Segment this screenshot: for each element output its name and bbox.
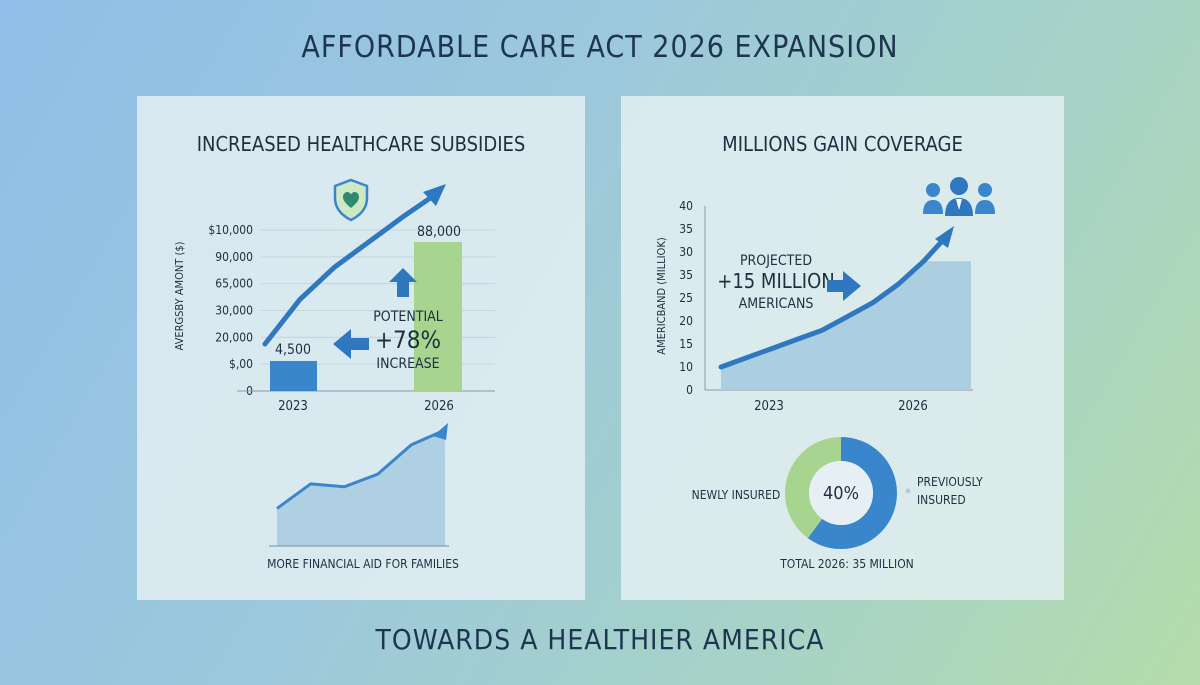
x-tick-2026: 2026 [424,399,454,414]
y-tick-label: 90,000 [215,250,253,264]
subsidies-panel: INCREASED HEALTHCARE SUBSIDIES AVERGSBY … [137,96,585,600]
x-tick-2023: 2023 [278,399,308,414]
subsidies-annotation-line3: INCREASE [376,356,439,372]
y-tick-label: 25 [679,291,693,305]
coverage-panel-title: MILLIONS GAIN COVERAGE [722,132,963,156]
y-tick-label: $,00 [229,357,253,371]
subsidies-trend-arrowhead [423,184,446,206]
bar-2023 [270,361,317,391]
donut-slice [785,437,897,549]
mini-area-arrowhead [433,423,448,440]
page-title: AFFORDABLE CARE ACT 2026 EXPANSION [301,30,899,65]
subsidies-panel-title: INCREASED HEALTHCARE SUBSIDIES [196,132,526,156]
y-tick-label: 20,000 [215,330,253,344]
people-group-icon [923,177,995,216]
coverage-area-fill [721,261,971,390]
y-tick-label: 30,000 [215,304,253,318]
coverage-y-ticks: 0 10 15 20 25 35 30 35 40 [679,199,693,397]
coverage-annotation-line2: +15 MILLION [717,269,834,293]
donut-label-previously-insured-line1: PREVIOUSLY [917,475,983,489]
y-tick-label: 30 [679,245,693,259]
bar-2026-data-label: 88,000 [417,224,461,240]
coverage-y-axis-label: AMERICBAND (MILLIOK) [655,237,668,355]
y-tick-label: 65,000 [215,277,253,291]
y-tick-label: 40 [679,199,693,213]
y-tick-label: 15 [679,337,693,351]
mini-area-fill [277,430,445,546]
y-tick-label: 35 [679,268,693,282]
y-tick-label: 10 [679,360,693,374]
coverage-chart-svg: AMERICBAND (MILLIOK) 0 10 15 20 25 35 30 35 40 2… [655,177,995,571]
subsidies-trend-line [262,189,442,347]
coverage-trend-line [718,231,952,370]
donut-label-newly-insured: NEWLY INSURED [692,488,781,502]
arrow-right-icon [827,271,861,301]
donut-hole [809,461,873,525]
coverage-trend-arrowhead [935,226,954,248]
coverage-annotation-line1: PROJECTED [740,253,812,269]
coverage-panel: MILLIONS GAIN COVERAGE AMERICBAND (MILLI… [621,96,1064,600]
mini-chart-caption: MORE FINANCIAL AID FOR FAMILIES [267,557,459,571]
y-tick-label: 35 [679,222,693,236]
subsidies-annotation-line1: POTENTIAL [373,309,443,325]
coverage-annotation-line3: AMERICANS [739,296,814,312]
donut-label-previously-insured-line2: INSURED [917,493,966,507]
insurance-donut [785,437,897,549]
subsidies-y-axis-label: AVERGSBY AMONT ($) [173,241,186,350]
y-tick-label: 0 [686,383,693,397]
subsidies-annotation-line2: +78% [375,326,441,354]
bar-2023-data-label: 4,500 [275,342,311,358]
y-tick-label: 20 [679,314,693,328]
donut-center-label: 40% [823,483,859,504]
bar-2026 [414,242,462,391]
subsidies-chart-svg: AVERGSBY AMONT ($) 0$,0020,00030,00065,0… [173,178,495,571]
footer-title: TOWARDS A HEALTHIER AMERICA [375,623,825,656]
coverage-x-tick-2026: 2026 [898,399,928,414]
y-tick-label: $10,000 [208,223,253,237]
arrow-up-icon [389,268,417,297]
mini-area-line [276,428,446,510]
donut-caption: TOTAL 2026: 35 MILLION [779,557,914,571]
shield-heart-icon [333,178,369,222]
coverage-x-tick-2023: 2023 [754,399,784,414]
legend-dot-previously-insured [905,488,911,494]
arrow-left-icon [333,329,369,359]
